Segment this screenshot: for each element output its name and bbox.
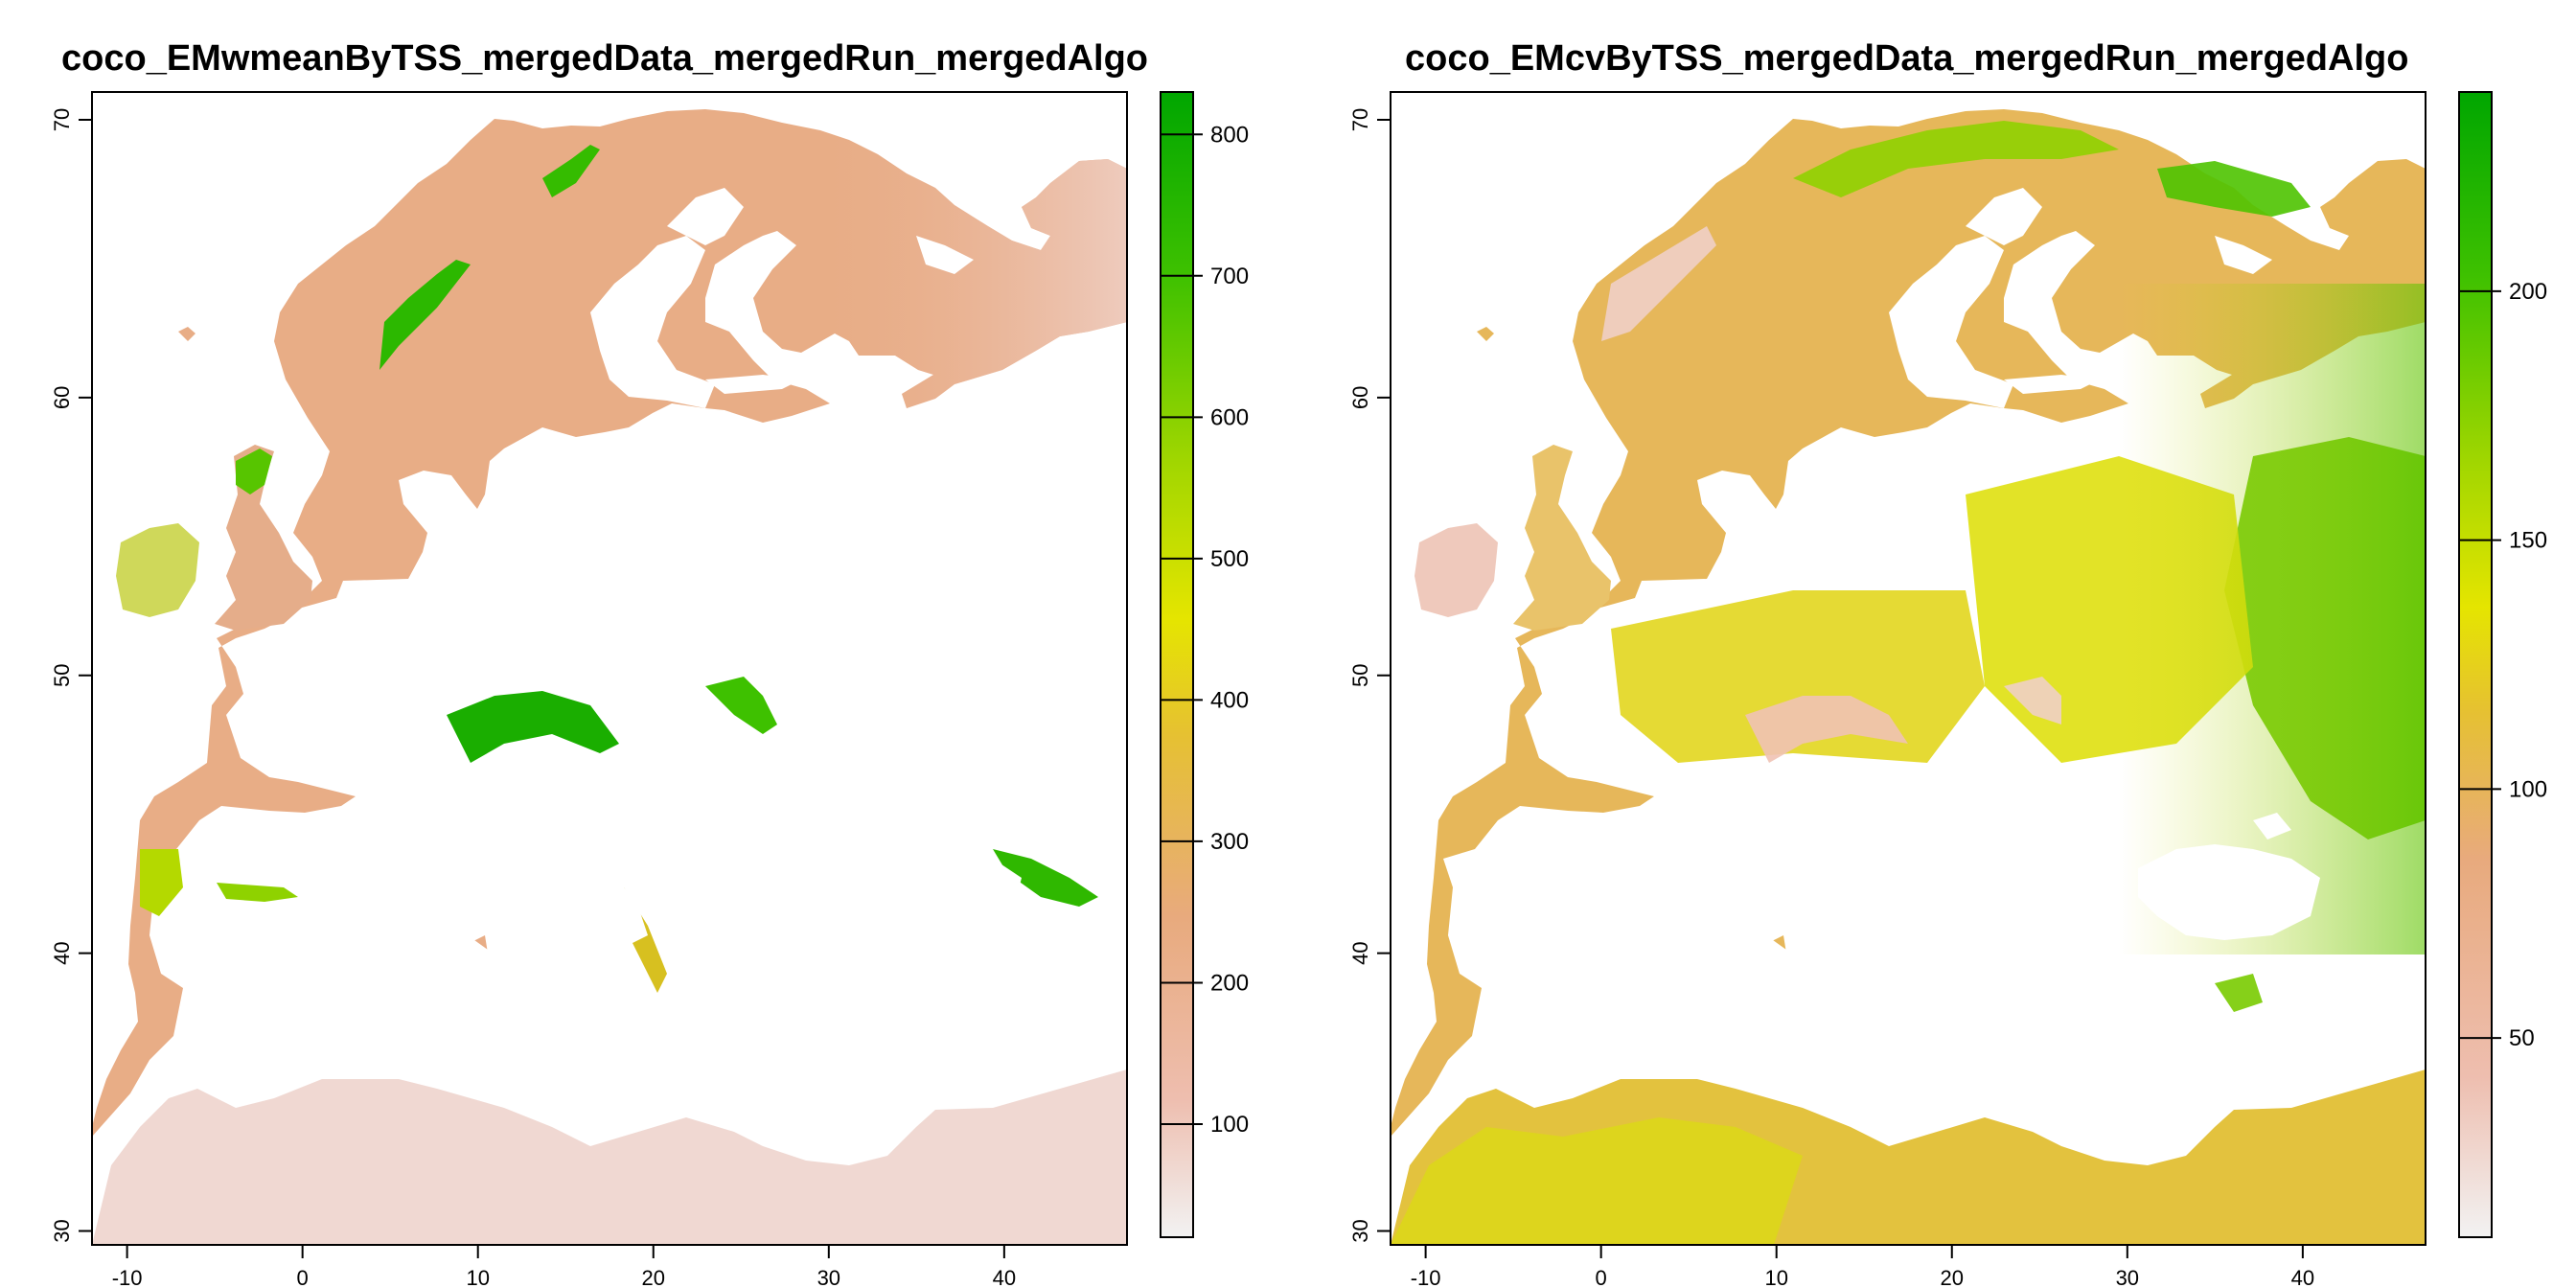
x-tick-label: 20 (642, 1266, 665, 1288)
norway-north (542, 145, 600, 197)
x-tick-label: 40 (993, 1266, 1016, 1288)
legend-tick-label: 200 (1210, 970, 1249, 996)
aegean-sea (696, 935, 763, 1050)
x-tick-label: 20 (1941, 1266, 1964, 1288)
pyrenees (217, 883, 298, 902)
legend-colorbar (1160, 91, 1194, 1238)
kola-peninsula (2157, 161, 2311, 217)
black-sea (2138, 844, 2320, 940)
y-axis: 30 40 50 60 70 (50, 108, 92, 1243)
map-panel-wmean: -10 0 10 20 30 40 30 40 50 60 70 100 200 300 400 500 600… (50, 91, 1249, 1288)
gulf-of-finland (705, 375, 801, 394)
scandinavia-north-band (1793, 121, 2119, 197)
mediterranean-central (245, 935, 926, 1151)
color-legend: 50 100 150 200 (2458, 91, 2547, 1238)
y-axis: 30 40 50 60 70 (1348, 108, 1391, 1243)
map-frame (1390, 91, 2426, 1246)
x-tick-label: 0 (297, 1266, 309, 1288)
legend-tick-label: 800 (1210, 122, 1249, 148)
map-panel-cv: -10 0 10 20 30 40 30 40 50 60 70 50 100 150 200 (1348, 91, 2547, 1288)
iberia-nw (140, 849, 183, 916)
sea-of-azov (954, 813, 993, 840)
caucasus (993, 849, 1098, 907)
y-tick-label: 50 (50, 664, 74, 687)
alps (447, 691, 619, 763)
gulf-of-bothnia (667, 188, 744, 245)
legend-tick-label: 150 (2509, 528, 2547, 554)
legend-tick-label: 100 (1210, 1112, 1249, 1138)
scandinavia-pink (1601, 226, 1716, 341)
legend-tick-label: 600 (1210, 404, 1249, 430)
x-tick-label: 0 (1596, 1266, 1607, 1288)
gulf-of-finland (2004, 375, 2100, 394)
mediterranean-central (1544, 935, 2224, 1151)
east-gradient (2119, 284, 2426, 954)
x-tick-label: 40 (2291, 1266, 2314, 1288)
aegean-sea (1994, 935, 2061, 1050)
y-tick-label: 50 (1348, 664, 1372, 687)
x-tick-label: 10 (1764, 1266, 1787, 1288)
black-sea (840, 844, 1022, 940)
map-title-left: coco_EMwmeanByTSS_mergedData_mergedRun_m… (61, 38, 1148, 79)
north-africa-yellow (1391, 1117, 1803, 1245)
white-sea (2215, 236, 2272, 274)
baltic-sea (590, 236, 715, 408)
white-sea (916, 236, 974, 274)
gulf-of-bothnia (1966, 188, 2042, 245)
x-tick-label: -10 (1411, 1266, 1441, 1288)
x-tick-label: -10 (112, 1266, 143, 1288)
legend-colorbar (2458, 91, 2493, 1238)
x-tick-label: 10 (466, 1266, 489, 1288)
x-tick-label: 30 (2116, 1266, 2139, 1288)
land-ireland (1414, 523, 1498, 617)
map-title-right: coco_EMcvByTSS_mergedData_mergedRun_merg… (1405, 38, 2409, 79)
legend-tick-label: 50 (2509, 1025, 2535, 1051)
alps-pink (1745, 696, 1908, 763)
baltic-sea (1889, 236, 2013, 408)
y-tick-label: 30 (50, 1219, 74, 1242)
scotland (236, 448, 272, 494)
color-legend: 100 200 300 400 500 600 700 800 (1160, 91, 1249, 1238)
y-tick-label: 60 (50, 386, 74, 409)
legend-tick-label: 100 (2509, 776, 2547, 802)
x-tick-label: 30 (817, 1266, 840, 1288)
map-frame (91, 91, 1128, 1246)
land-iceland (178, 327, 196, 341)
adriatic-sea (1846, 806, 1946, 945)
land-iceland (1477, 327, 1494, 341)
carpathian-pink (2004, 677, 2061, 724)
sea-of-azov (2253, 813, 2291, 840)
legend-tick-label: 700 (1210, 264, 1249, 289)
legend-tick-label: 200 (2509, 279, 2547, 305)
y-tick-label: 70 (1348, 108, 1372, 131)
adriatic-sea (547, 806, 648, 945)
y-tick-label: 60 (1348, 386, 1372, 409)
norway-highland (380, 260, 471, 370)
y-tick-label: 70 (50, 108, 74, 131)
legend-tick-label: 400 (1210, 687, 1249, 713)
turkey-green (2215, 974, 2263, 1012)
x-axis: -10 0 10 20 30 40 (1411, 1245, 2314, 1288)
y-tick-label: 30 (1348, 1219, 1372, 1242)
legend-tick-label: 300 (1210, 829, 1249, 855)
legend-tick-label: 500 (1210, 546, 1249, 572)
y-tick-label: 40 (1348, 941, 1372, 964)
y-tick-label: 40 (50, 941, 74, 964)
carpathians (705, 677, 777, 734)
land-ireland (116, 523, 199, 617)
x-axis: -10 0 10 20 30 40 (112, 1245, 1016, 1288)
